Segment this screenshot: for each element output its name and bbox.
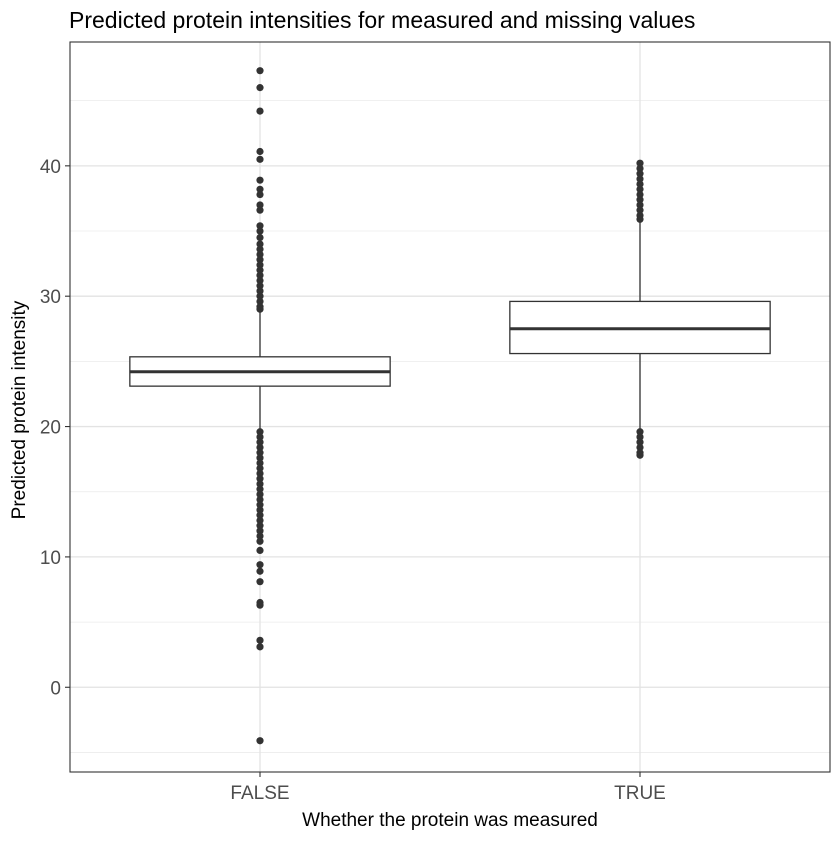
outlier-point (256, 190, 264, 199)
outlier-point (256, 737, 264, 745)
outlier-point (256, 475, 264, 483)
y-tick-label: 0 (50, 678, 61, 699)
outlier-point (256, 222, 264, 230)
outlier-point (256, 147, 264, 156)
outlier-point (256, 185, 264, 193)
outlier-point (256, 485, 264, 493)
outlier-point (256, 561, 264, 569)
outlier-point (256, 506, 264, 514)
outlier-point (256, 282, 264, 290)
outlier-point (256, 266, 264, 274)
outlier-point (636, 164, 644, 173)
outlier-point (256, 522, 264, 530)
outlier-point (256, 443, 264, 452)
outlier-point (256, 490, 264, 498)
outlier-point (256, 511, 264, 519)
outlier-point (256, 464, 264, 472)
outlier-point (256, 459, 264, 467)
outlier-point (636, 206, 644, 214)
outlier-point (256, 480, 264, 488)
outlier-point (636, 215, 644, 223)
box-false (129, 67, 391, 745)
outlier-point (256, 227, 264, 235)
outlier-point (256, 501, 264, 509)
y-axis-title: Predicted protein intensity (9, 300, 30, 519)
outlier-point (256, 256, 264, 264)
outlier-point (256, 495, 264, 504)
y-tick-label: 10 (40, 548, 61, 569)
outlier-point (636, 185, 644, 193)
outlier-point (256, 454, 264, 462)
outlier-point (636, 433, 644, 441)
outlier-point (636, 175, 644, 183)
outlier-point (256, 84, 264, 92)
outlier-point (256, 67, 264, 75)
outlier-point (256, 546, 264, 554)
outlier-point (256, 516, 264, 525)
y-tick-label: 30 (40, 287, 61, 308)
ticks: 0 10 20 30 40 FALSE TRUE (40, 157, 666, 804)
outlier-point (256, 287, 264, 295)
panel-border (69, 41, 831, 773)
chart-title: Predicted protein intensities for measur… (69, 7, 695, 33)
outlier-point (256, 201, 264, 209)
outlier-point (256, 276, 264, 285)
outlier-point (256, 245, 264, 253)
outlier-point (256, 155, 264, 163)
outlier-point (256, 636, 264, 644)
outlier-point (636, 170, 644, 178)
y-tick-label: 40 (40, 157, 61, 178)
outlier-point (256, 176, 264, 184)
outlier-point (256, 292, 264, 300)
outlier-point (256, 537, 264, 545)
outlier-point (256, 438, 264, 446)
outlier-point (256, 643, 264, 651)
outlier-point (636, 428, 644, 436)
boxes (129, 67, 771, 745)
outlier-point (256, 578, 264, 586)
outlier-point (636, 438, 644, 446)
outlier-point (636, 180, 644, 188)
outlier-point (636, 451, 644, 459)
outlier-point (636, 159, 644, 167)
outlier-point (256, 601, 264, 609)
outlier-point (636, 190, 644, 199)
outlier-point (256, 261, 264, 269)
outlier-point (256, 449, 264, 457)
y-tick-label: 20 (40, 418, 61, 439)
outlier-point (256, 567, 264, 575)
outlier-point (256, 527, 264, 535)
outlier-point (256, 107, 264, 115)
outlier-point (256, 428, 264, 436)
outlier-point (636, 196, 644, 204)
outlier-point (256, 206, 264, 214)
outlier-point (256, 271, 264, 279)
outlier-point (256, 233, 264, 242)
outlier-point (256, 250, 264, 259)
outlier-point (256, 305, 264, 313)
outlier-point (256, 433, 264, 441)
outlier-point (256, 532, 264, 540)
outlier-point (256, 469, 264, 478)
x-tick-label: TRUE (614, 783, 666, 804)
outlier-point (256, 297, 264, 306)
outlier-point (636, 443, 644, 452)
x-tick-label: FALSE (230, 783, 289, 804)
outlier-point (636, 201, 644, 209)
box-true (509, 159, 771, 459)
outlier-point (256, 240, 264, 248)
x-axis-title: Whether the protein was measured (302, 810, 598, 831)
